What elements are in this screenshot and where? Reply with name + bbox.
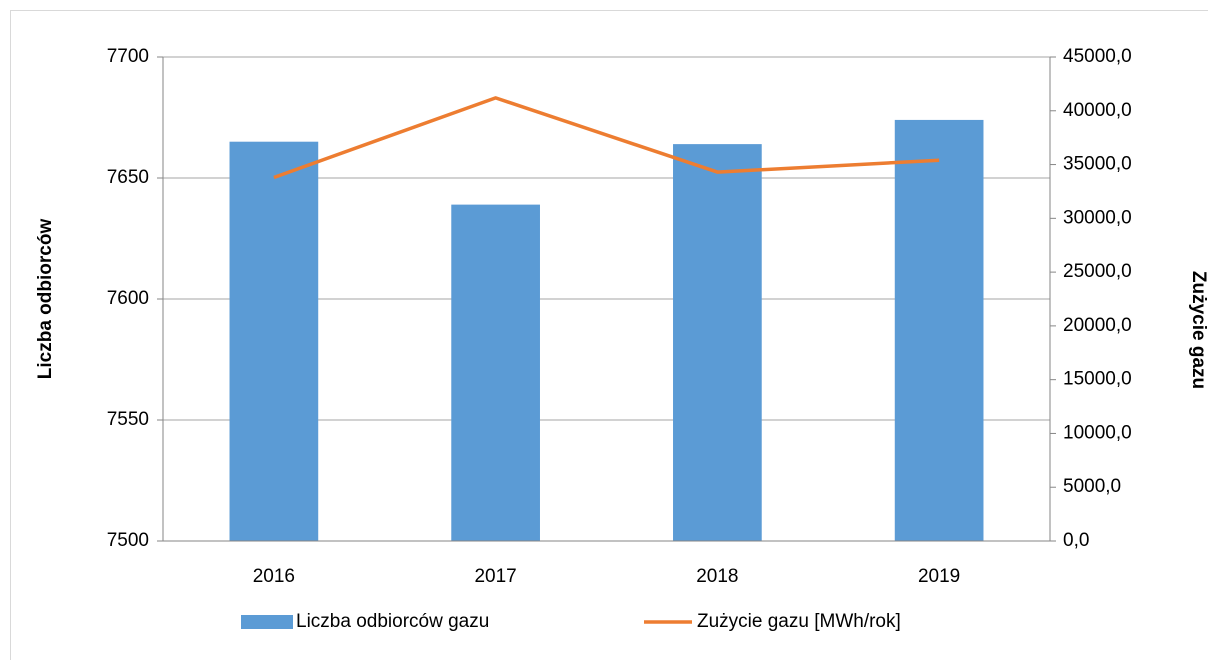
y-axis-title: Liczba odbiorców [35, 219, 56, 380]
y2-tick-label: 15000,0 [1063, 369, 1132, 390]
y2-tick-label: 0,0 [1063, 530, 1089, 551]
x-tick-label: 2019 [918, 566, 960, 587]
y-tick-label: 7500 [107, 530, 149, 551]
y-tick-label: 7700 [107, 46, 149, 67]
y2-tick-label: 35000,0 [1063, 154, 1132, 175]
bar [673, 144, 762, 541]
legend-swatch [241, 615, 293, 629]
y2-tick-label: 40000,0 [1063, 100, 1132, 121]
x-tick-label: 2018 [696, 566, 738, 587]
y2-tick-label: 20000,0 [1063, 315, 1132, 336]
y2-axis-title: Zużycie gazu [1188, 271, 1208, 389]
y2-tick-label: 5000,0 [1063, 476, 1121, 497]
legend-label: Zużycie gazu [MWh/rok] [697, 611, 901, 632]
bar [229, 141, 319, 541]
chart-border [10, 10, 1208, 660]
y-tick-label: 7550 [107, 409, 149, 430]
legend-label: Liczba odbiorców gazu [296, 611, 489, 632]
y-tick-label: 7650 [107, 167, 149, 188]
y2-tick-label: 45000,0 [1063, 46, 1132, 67]
line [273, 96, 940, 180]
y2-tick-label: 30000,0 [1063, 207, 1132, 228]
bar [894, 119, 984, 542]
bar [451, 204, 540, 541]
y2-tick-label: 25000,0 [1063, 261, 1132, 282]
y-tick-label: 7600 [107, 288, 149, 309]
x-tick-label: 2016 [253, 566, 295, 587]
y2-tick-label: 10000,0 [1063, 422, 1132, 443]
x-tick-label: 2017 [474, 566, 516, 587]
